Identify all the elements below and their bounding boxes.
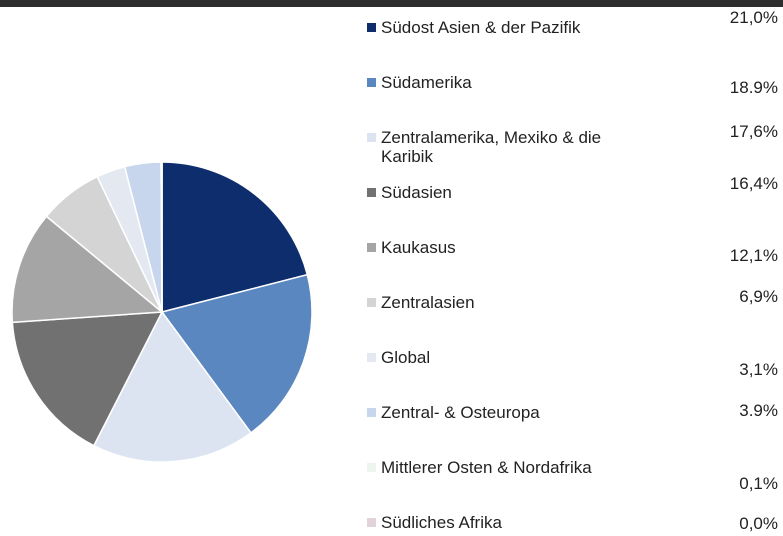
legend-swatch bbox=[367, 408, 376, 417]
value-label: 16,4% bbox=[729, 174, 778, 193]
legend-swatch bbox=[367, 78, 376, 87]
legend-label: Zentralasien bbox=[381, 293, 475, 312]
legend-label: Südasien bbox=[381, 183, 452, 202]
value-label: 17,6% bbox=[729, 122, 778, 141]
legend-swatch bbox=[367, 133, 376, 142]
pie-slice bbox=[11, 311, 164, 447]
legend-swatch bbox=[367, 463, 376, 472]
legend-label: Zentral- & Osteuropa bbox=[381, 403, 540, 422]
value-label: 12,1% bbox=[729, 246, 778, 265]
legend-label: Mittlerer Osten & Nordafrika bbox=[381, 458, 592, 477]
pie-slice bbox=[92, 310, 252, 463]
value-label: 0,0% bbox=[739, 514, 778, 533]
legend-label: Südamerika bbox=[381, 73, 472, 92]
value-label: 0,1% bbox=[739, 474, 778, 493]
legend-swatch bbox=[367, 353, 376, 362]
legend-label: Kaukasus bbox=[381, 238, 456, 257]
legend-label: Global bbox=[381, 348, 431, 367]
legend-label: Südliches Afrika bbox=[381, 513, 502, 532]
value-label: 6,9% bbox=[739, 287, 778, 306]
pie-slice bbox=[161, 161, 309, 313]
value-label: 3,1% bbox=[739, 360, 778, 379]
pie-slice bbox=[11, 215, 164, 324]
value-label: 18.9% bbox=[729, 78, 778, 97]
legend-swatch bbox=[367, 518, 376, 527]
legend-swatch bbox=[367, 188, 376, 197]
legend-swatch bbox=[367, 23, 376, 32]
legend-label: Zentralamerika, Mexiko & die Karibik bbox=[381, 128, 602, 166]
legend-label: Südost Asien & der Pazifik bbox=[381, 18, 581, 37]
legend-swatch bbox=[367, 243, 376, 252]
top-bar bbox=[0, 0, 783, 7]
value-label: 3.9% bbox=[739, 401, 778, 420]
legend-swatch bbox=[367, 298, 376, 307]
value-label: 21,0% bbox=[729, 8, 778, 27]
pie-slice bbox=[160, 273, 313, 434]
